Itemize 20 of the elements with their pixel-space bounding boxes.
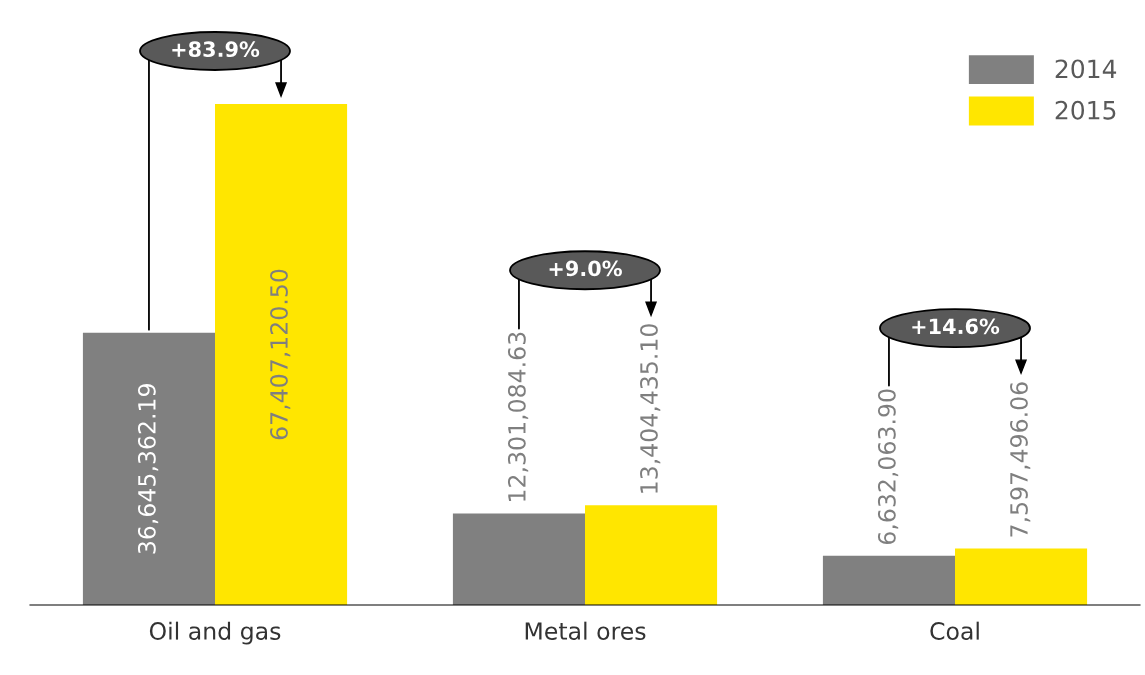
data-label: 67,407,120.50 bbox=[270, 269, 291, 440]
legend-label: 2014 bbox=[1055, 59, 1117, 79]
data-label: 36,645,362.19 bbox=[137, 384, 159, 554]
annotation: +9.0% bbox=[549, 260, 622, 277]
text: +83.9% bbox=[172, 41, 260, 58]
bar bbox=[452, 513, 585, 605]
bar bbox=[955, 548, 1088, 605]
x-tick-label: Metal ores bbox=[525, 621, 646, 640]
legend-label: 2015 bbox=[1055, 100, 1116, 120]
data-label: 7,597,496.06 bbox=[1010, 382, 1031, 537]
bar bbox=[82, 332, 215, 605]
bar bbox=[822, 555, 955, 605]
data-label: 12,301,084.63 bbox=[507, 332, 529, 501]
data-label: 13,404,435.10 bbox=[640, 324, 661, 493]
data-label: 6,632,063.90 bbox=[877, 389, 899, 545]
bar bbox=[215, 104, 348, 605]
x-tick-label: Oil and gas bbox=[149, 621, 281, 645]
annotation: +14.6% bbox=[912, 318, 1000, 335]
x-tick-label: Coal bbox=[930, 621, 979, 640]
bar bbox=[585, 505, 718, 605]
